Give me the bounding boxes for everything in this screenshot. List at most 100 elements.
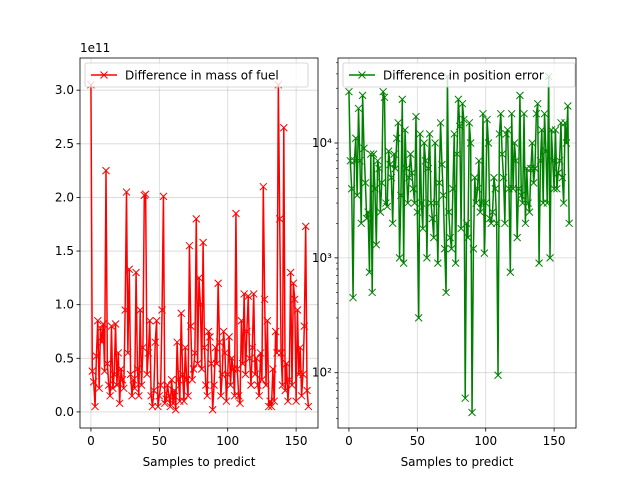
legend: Difference in position error [342, 62, 576, 88]
data-point-marker [408, 168, 416, 177]
data-point-marker [479, 109, 487, 118]
data-point-marker [559, 199, 568, 207]
data-point-marker [285, 375, 294, 384]
data-point-marker [442, 288, 450, 297]
y-tick-label: 10³ [312, 251, 332, 265]
data-point-marker [244, 292, 253, 300]
data-point-marker [238, 359, 247, 368]
data-point-marker [464, 233, 472, 242]
data-point-marker [470, 173, 479, 182]
data-point-marker [279, 123, 288, 132]
data-point-marker [369, 150, 378, 159]
data-point-marker [551, 126, 560, 134]
data-point-marker [455, 122, 464, 131]
data-point-marker [210, 381, 218, 389]
data-point-marker [424, 164, 433, 173]
left-chart-panel: 0 50 100 150 0.0 0.5 1.0 1.5 2.0 2.5 3.0 1e11 Sample… [55, 41, 319, 469]
data-point-marker [558, 173, 567, 182]
data-point-marker [126, 370, 135, 379]
data-point-marker [98, 338, 106, 347]
legend-label: Difference in mass of fuel [125, 69, 279, 83]
data-point-marker [249, 290, 258, 298]
y-multiplier-label: 1e11 [80, 41, 110, 55]
data-point-marker [236, 399, 244, 408]
data-point-marker [118, 375, 127, 384]
data-point-marker [362, 214, 371, 223]
data-point-marker [122, 188, 131, 196]
data-point-marker [413, 208, 422, 217]
data-point-marker [565, 219, 574, 228]
data-point-marker [459, 115, 468, 124]
data-point-marker [361, 178, 370, 187]
data-point-marker [145, 316, 154, 325]
data-point-marker [277, 349, 285, 357]
data-point-marker [514, 184, 523, 193]
data-point-marker [117, 365, 125, 373]
data-point-marker [447, 244, 456, 253]
data-point-marker [281, 386, 290, 395]
data-point-marker [418, 224, 427, 233]
data-point-marker [212, 359, 221, 368]
data-point-marker [536, 156, 545, 165]
data-point-marker [494, 371, 502, 380]
data-point-marker [398, 95, 407, 104]
data-point-marker [376, 208, 385, 217]
data-point-marker [380, 93, 389, 102]
data-point-marker [402, 164, 411, 173]
data-point-marker [293, 306, 302, 314]
data-point-marker [234, 391, 243, 400]
data-point-marker [111, 320, 120, 328]
data-point-marker [136, 306, 145, 314]
data-point-marker [167, 375, 176, 384]
data-point-marker [222, 397, 231, 406]
data-point-marker [483, 115, 491, 124]
data-point-marker [503, 126, 512, 134]
data-point-marker [207, 359, 216, 368]
data-point-marker [289, 279, 298, 288]
data-point-marker [431, 139, 439, 147]
data-point-marker [296, 343, 305, 352]
data-point-marker [177, 309, 186, 318]
data-point-marker [449, 184, 457, 193]
data-point-marker [421, 156, 430, 165]
data-point-marker [270, 397, 279, 406]
data-point-marker [124, 349, 132, 357]
data-point-marker [518, 199, 527, 207]
data-point-marker [347, 184, 356, 193]
data-point-marker [496, 109, 505, 118]
data-point-marker [412, 112, 420, 121]
data-point-marker [96, 324, 105, 333]
data-point-marker [253, 381, 262, 389]
data-point-marker [173, 338, 181, 347]
data-point-marker [436, 118, 445, 127]
data-point-marker [488, 208, 497, 217]
data-point-marker [107, 322, 116, 330]
data-point-marker [189, 365, 198, 373]
data-point-marker [351, 134, 360, 143]
data-point-marker [451, 259, 460, 267]
data-point-marker [186, 322, 195, 330]
data-point-marker [366, 150, 375, 159]
data-point-marker [552, 184, 561, 193]
y-tick-label: 1.0 [55, 298, 74, 312]
data-point-marker [100, 367, 109, 376]
data-point-marker [357, 219, 366, 228]
data-point-marker [214, 279, 223, 288]
data-point-marker [267, 402, 276, 411]
data-point-marker [248, 343, 257, 352]
x-axis-label: Samples to predict [143, 455, 256, 469]
data-point-marker [251, 370, 259, 379]
data-point-marker [495, 130, 504, 138]
data-point-marker [125, 265, 134, 274]
legend-marker-swatch [100, 71, 108, 79]
data-point-marker [428, 214, 437, 223]
x-tick-label: 0 [87, 434, 95, 448]
data-point-marker [365, 268, 374, 277]
data-point-marker [384, 147, 393, 155]
data-point-marker [147, 391, 155, 400]
data-point-marker [532, 109, 541, 118]
data-point-marker [438, 160, 446, 169]
series-line [90, 84, 310, 411]
data-point-marker [501, 219, 509, 228]
